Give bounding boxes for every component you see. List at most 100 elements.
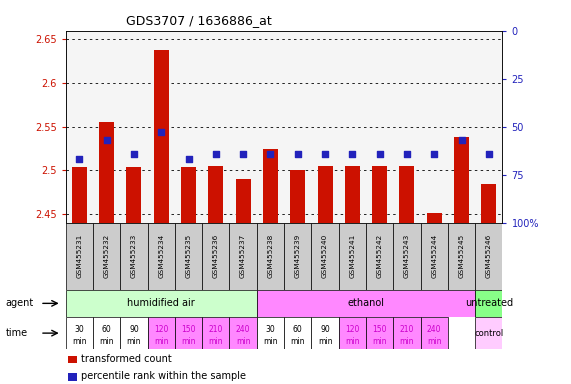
Text: 210: 210 [400,325,414,334]
Bar [311,223,339,290]
Bar [202,317,230,349]
Bar [120,223,147,290]
Text: GSM455240: GSM455240 [322,234,328,278]
Text: 240: 240 [427,325,441,334]
Text: min: min [236,337,250,346]
Text: min: min [263,337,278,346]
Bar [366,223,393,290]
Text: 90: 90 [320,325,330,334]
Bar [175,223,202,290]
Text: GSM455245: GSM455245 [459,234,465,278]
Text: 210: 210 [208,325,223,334]
Bar [147,223,175,290]
Text: humidified air: humidified air [127,298,195,308]
Point [266,151,275,157]
Text: agent: agent [6,298,34,308]
Bar [475,223,502,290]
Text: 120: 120 [154,325,168,334]
Bar [311,317,339,349]
Text: min: min [400,337,414,346]
Text: min: min [127,337,141,346]
Point [403,151,412,157]
Text: GSM455236: GSM455236 [213,234,219,278]
Text: min: min [318,337,332,346]
Bar [284,317,311,349]
Text: min: min [291,337,305,346]
Point [239,151,248,157]
Bar [448,223,475,290]
Text: 30: 30 [266,325,275,334]
Bar [99,122,114,223]
Bar [284,223,311,290]
Bar [154,50,168,223]
Bar [202,223,230,290]
Bar [230,317,257,349]
Text: 240: 240 [236,325,250,334]
Text: GSM455235: GSM455235 [186,234,191,278]
Text: GSM455233: GSM455233 [131,234,137,278]
Bar [147,317,175,349]
Text: GSM455241: GSM455241 [349,234,355,278]
Text: GSM455232: GSM455232 [103,234,110,278]
Point [484,151,493,157]
Point [457,137,466,143]
Bar [263,149,278,223]
Bar [372,166,387,223]
Bar [427,213,442,223]
Text: percentile rank within the sample: percentile rank within the sample [81,371,246,381]
Bar [66,223,93,290]
Text: transformed count: transformed count [81,354,172,364]
Text: GSM455243: GSM455243 [404,234,410,278]
Point [211,151,220,157]
Point [130,151,139,157]
Text: GSM455239: GSM455239 [295,234,301,278]
Bar [400,166,415,223]
Text: min: min [154,337,168,346]
Bar [66,290,257,317]
Text: control: control [474,329,504,338]
Bar [175,317,202,349]
Bar [120,317,147,349]
Text: GSM455246: GSM455246 [486,234,492,278]
Text: 30: 30 [74,325,84,334]
Text: 120: 120 [345,325,360,334]
Bar [236,179,251,223]
Text: min: min [427,337,441,346]
Text: min: min [72,337,87,346]
Text: GDS3707 / 1636886_at: GDS3707 / 1636886_at [126,14,271,27]
Bar [317,166,332,223]
Bar [475,290,502,317]
Text: min: min [372,337,387,346]
Bar [257,317,284,349]
Point [75,156,84,162]
Point [375,151,384,157]
Point [184,156,193,162]
Point [293,151,302,157]
Text: min: min [208,337,223,346]
Bar [66,317,93,349]
Bar [93,317,120,349]
Bar [481,184,496,223]
Bar [393,223,421,290]
Text: GSM455237: GSM455237 [240,234,246,278]
Text: ethanol: ethanol [348,298,384,308]
Text: GSM455244: GSM455244 [431,234,437,278]
Point [320,151,329,157]
Text: min: min [345,337,360,346]
Bar [68,373,78,381]
Text: 150: 150 [181,325,196,334]
Text: GSM455238: GSM455238 [267,234,274,278]
Bar [68,356,78,363]
Text: min: min [181,337,196,346]
Text: GSM455231: GSM455231 [77,234,82,278]
Bar [454,137,469,223]
Bar [72,167,87,223]
Bar [181,167,196,223]
Text: untreated: untreated [465,298,513,308]
Bar [366,317,393,349]
Bar [126,167,142,223]
Text: 90: 90 [129,325,139,334]
Bar [257,223,284,290]
Bar [345,166,360,223]
Bar [290,170,305,223]
